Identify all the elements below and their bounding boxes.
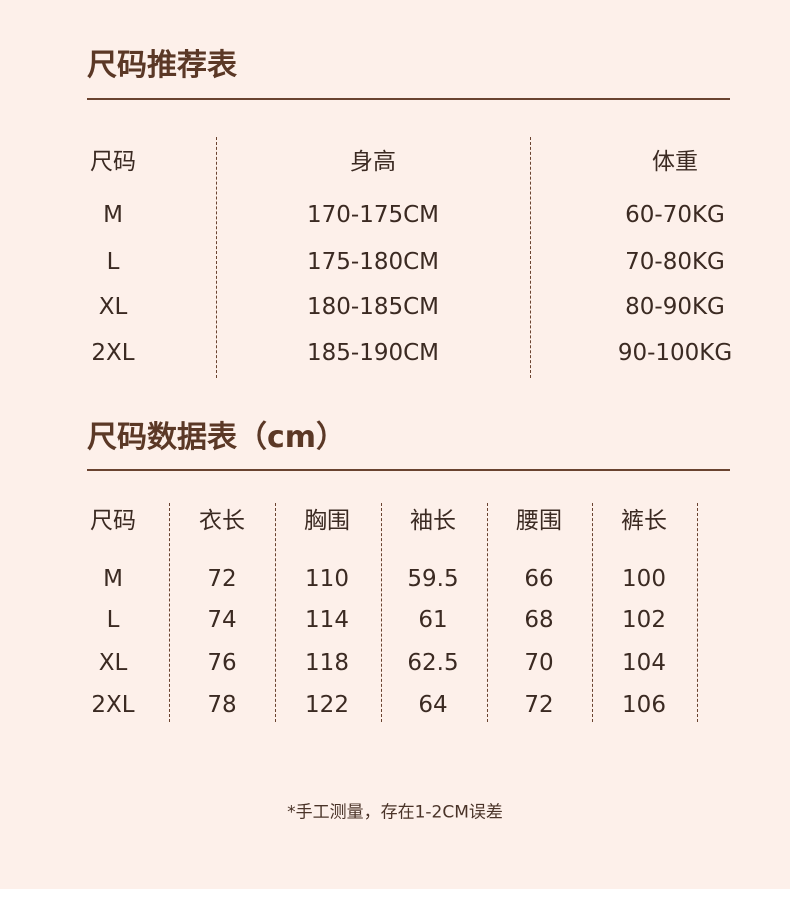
table-cell: 76 [207, 650, 237, 676]
measurement-note: *手工测量，存在1-2CM误差 [287, 802, 503, 823]
column-header: 尺码 [90, 149, 136, 175]
table-cell: 90-100KG [617, 340, 733, 366]
table-cell: 72 [207, 566, 237, 592]
column-header: 裤长 [621, 508, 667, 534]
table-cell: 70-80KG [625, 249, 725, 275]
column-header: 尺码 [90, 508, 136, 534]
table-cell: 175-180CM [306, 249, 440, 275]
table-cell: 102 [622, 607, 666, 633]
column-header: 身高 [350, 149, 396, 175]
table-cell: M [103, 566, 123, 592]
table-cell: 2XL [91, 692, 135, 718]
table-cell: 62.5 [407, 650, 459, 676]
table-cell: M [103, 202, 123, 228]
column-divider [169, 503, 170, 722]
table-cell: XL [98, 650, 128, 676]
recommend-table-title: 尺码推荐表 [87, 48, 237, 83]
column-divider [697, 503, 698, 722]
data-table-title: 尺码数据表（cm） [87, 420, 347, 455]
column-header: 腰围 [516, 508, 562, 534]
column-header: 衣长 [199, 508, 245, 534]
table-cell: 68 [524, 607, 554, 633]
table-cell: L [106, 249, 120, 275]
title-rule [87, 98, 730, 100]
table-cell: XL [98, 294, 128, 320]
column-divider [381, 503, 382, 722]
column-header: 胸围 [304, 508, 350, 534]
table-cell: 59.5 [407, 566, 459, 592]
table-cell: 122 [305, 692, 349, 718]
table-cell: 110 [305, 566, 349, 592]
table-cell: 72 [524, 692, 554, 718]
column-divider [275, 503, 276, 722]
table-cell: 60-70KG [625, 202, 725, 228]
table-cell: 180-185CM [306, 294, 440, 320]
table-cell: 70 [524, 650, 554, 676]
table-cell: 114 [305, 607, 349, 633]
column-header: 体重 [652, 149, 698, 175]
table-cell: 80-90KG [625, 294, 725, 320]
table-cell: 64 [418, 692, 448, 718]
column-divider [216, 137, 217, 378]
table-cell: 74 [207, 607, 237, 633]
column-divider [487, 503, 488, 722]
table-cell: 61 [418, 607, 448, 633]
column-header: 袖长 [410, 508, 456, 534]
column-divider [592, 503, 593, 722]
title-rule [87, 469, 730, 471]
table-cell: 104 [622, 650, 666, 676]
column-divider [530, 137, 531, 378]
table-cell: 106 [622, 692, 666, 718]
table-cell: 100 [622, 566, 666, 592]
table-cell: L [106, 607, 120, 633]
table-cell: 78 [207, 692, 237, 718]
table-cell: 185-190CM [306, 340, 440, 366]
table-cell: 118 [305, 650, 349, 676]
table-cell: 170-175CM [306, 202, 440, 228]
table-cell: 2XL [91, 340, 135, 366]
table-cell: 66 [524, 566, 554, 592]
